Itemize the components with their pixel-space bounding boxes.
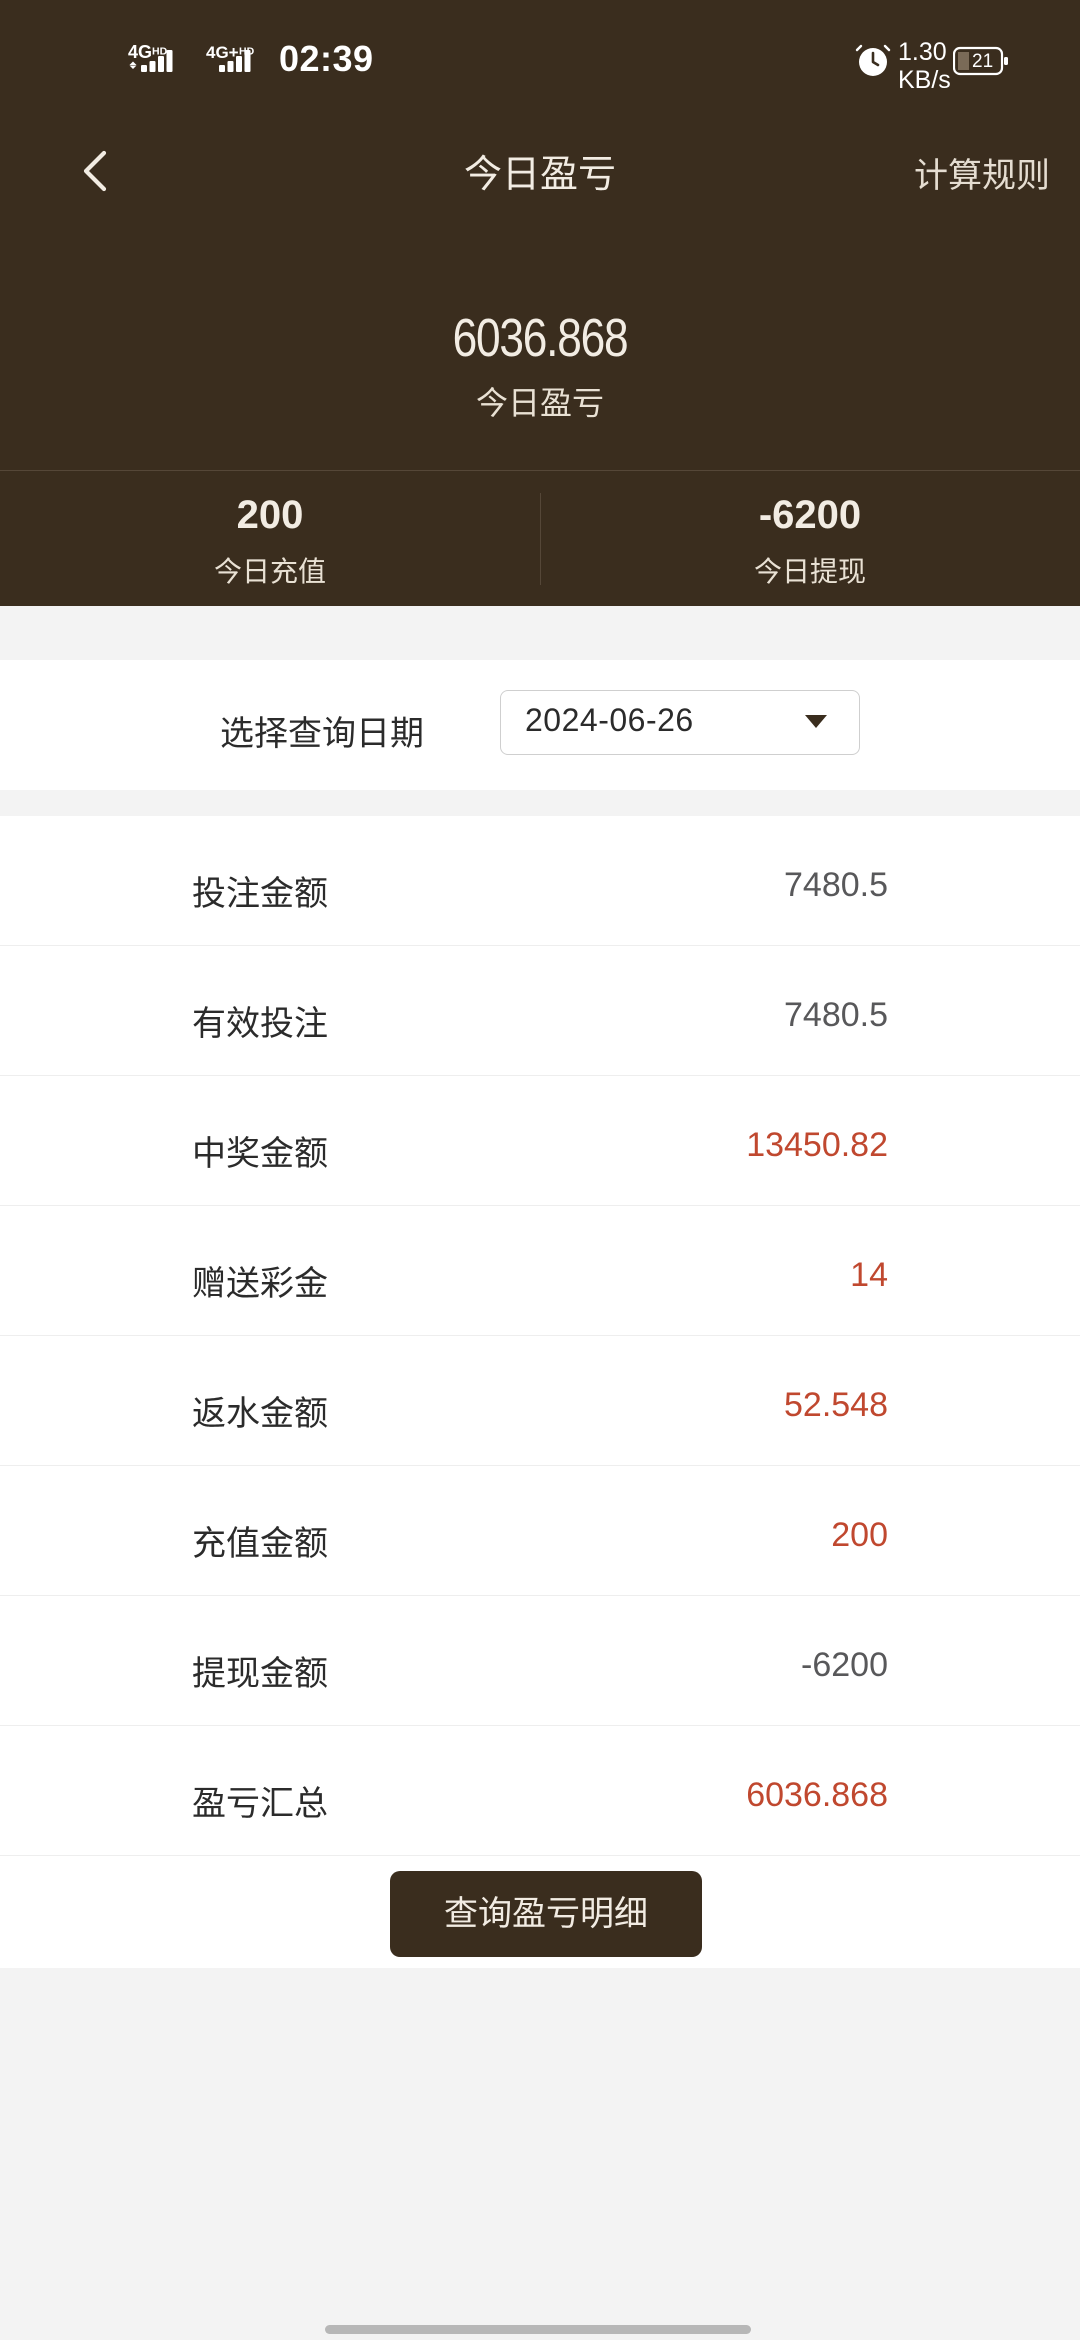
svg-text:HD: HD — [152, 46, 168, 58]
svg-text:4G+: 4G+ — [206, 44, 239, 62]
svg-text:21: 21 — [972, 51, 993, 72]
svg-text:4G: 4G — [128, 44, 152, 62]
